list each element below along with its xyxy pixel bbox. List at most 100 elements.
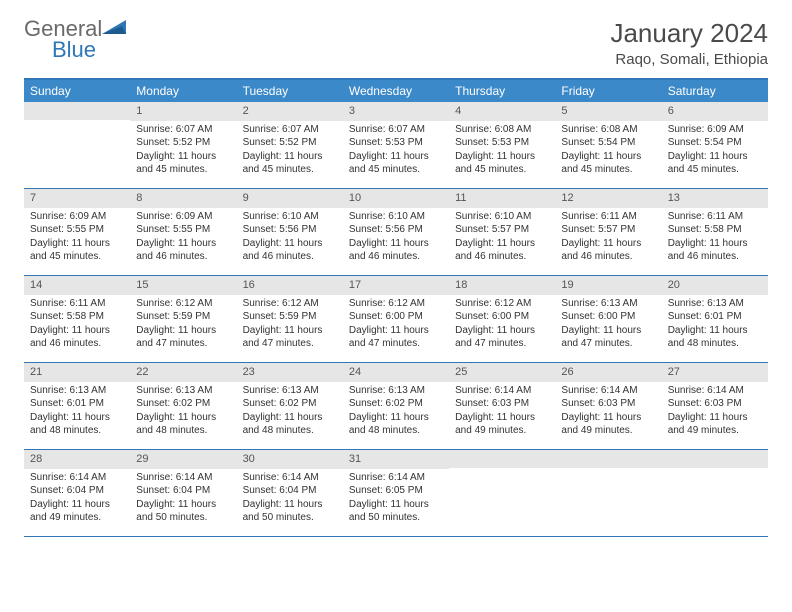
sunrise-text: Sunrise: 6:09 AM: [30, 210, 124, 224]
daylight-line1: Daylight: 11 hours: [668, 324, 762, 338]
day-cell: 28Sunrise: 6:14 AMSunset: 6:04 PMDayligh…: [24, 450, 130, 536]
day-content: Sunrise: 6:10 AMSunset: 5:56 PMDaylight:…: [343, 208, 449, 270]
day-number: 4: [449, 102, 555, 121]
sunrise-text: Sunrise: 6:11 AM: [30, 297, 124, 311]
sunset-text: Sunset: 5:58 PM: [30, 310, 124, 324]
daylight-line2: and 45 minutes.: [668, 163, 762, 177]
weekday-header: Monday: [130, 80, 236, 102]
sunset-text: Sunset: 6:00 PM: [561, 310, 655, 324]
day-cell: 21Sunrise: 6:13 AMSunset: 6:01 PMDayligh…: [24, 363, 130, 449]
sunrise-text: Sunrise: 6:13 AM: [349, 384, 443, 398]
day-cell: 3Sunrise: 6:07 AMSunset: 5:53 PMDaylight…: [343, 102, 449, 188]
daylight-line2: and 45 minutes.: [455, 163, 549, 177]
day-cell: 25Sunrise: 6:14 AMSunset: 6:03 PMDayligh…: [449, 363, 555, 449]
sunset-text: Sunset: 5:54 PM: [668, 136, 762, 150]
sunrise-text: Sunrise: 6:13 AM: [668, 297, 762, 311]
daylight-line1: Daylight: 11 hours: [561, 237, 655, 251]
day-cell: 9Sunrise: 6:10 AMSunset: 5:56 PMDaylight…: [237, 189, 343, 275]
sunrise-text: Sunrise: 6:12 AM: [243, 297, 337, 311]
sunset-text: Sunset: 6:04 PM: [30, 484, 124, 498]
daylight-line1: Daylight: 11 hours: [136, 237, 230, 251]
day-content: Sunrise: 6:14 AMSunset: 6:04 PMDaylight:…: [237, 469, 343, 531]
daylight-line2: and 47 minutes.: [561, 337, 655, 351]
day-cell: 17Sunrise: 6:12 AMSunset: 6:00 PMDayligh…: [343, 276, 449, 362]
location-text: Raqo, Somali, Ethiopia: [610, 51, 768, 68]
day-cell: 31Sunrise: 6:14 AMSunset: 6:05 PMDayligh…: [343, 450, 449, 536]
daylight-line2: and 49 minutes.: [30, 511, 124, 525]
daylight-line2: and 48 minutes.: [349, 424, 443, 438]
day-cell: 29Sunrise: 6:14 AMSunset: 6:04 PMDayligh…: [130, 450, 236, 536]
day-content: Sunrise: 6:13 AMSunset: 6:01 PMDaylight:…: [24, 382, 130, 444]
daylight-line1: Daylight: 11 hours: [243, 324, 337, 338]
day-cell: 2Sunrise: 6:07 AMSunset: 5:52 PMDaylight…: [237, 102, 343, 188]
day-content: Sunrise: 6:10 AMSunset: 5:57 PMDaylight:…: [449, 208, 555, 270]
day-number: 14: [24, 276, 130, 295]
daylight-line1: Daylight: 11 hours: [243, 411, 337, 425]
day-number: 12: [555, 189, 661, 208]
daylight-line2: and 47 minutes.: [455, 337, 549, 351]
sunrise-text: Sunrise: 6:12 AM: [349, 297, 443, 311]
sunrise-text: Sunrise: 6:09 AM: [668, 123, 762, 137]
sunset-text: Sunset: 5:59 PM: [136, 310, 230, 324]
day-content: Sunrise: 6:07 AMSunset: 5:53 PMDaylight:…: [343, 121, 449, 183]
weeks-container: 1 Sunrise: 6:07 AMSunset: 5:52 PM Daylight…: [24, 102, 768, 537]
day-number: 6: [662, 102, 768, 121]
sunrise-text: Sunrise: 6:07 AM: [136, 123, 230, 137]
sunrise-text: Sunrise: 6:14 AM: [668, 384, 762, 398]
sunset-text: Sunset: 5:53 PM: [349, 136, 443, 150]
sunrise-text: Sunrise: 6:13 AM: [136, 384, 230, 398]
daylight-line1: Daylight: 11 hours: [561, 324, 655, 338]
day-cell: 11Sunrise: 6:10 AMSunset: 5:57 PMDayligh…: [449, 189, 555, 275]
daylight-line1: Daylight: 11 hours: [668, 150, 762, 164]
daylight-line2: and 46 minutes.: [243, 250, 337, 264]
sunrise-text: Sunrise: 6:10 AM: [349, 210, 443, 224]
day-cell: 13Sunrise: 6:11 AMSunset: 5:58 PMDayligh…: [662, 189, 768, 275]
sunset-text: Sunset: 6:02 PM: [136, 397, 230, 411]
daylight-line1: Daylight: 11 hours: [30, 498, 124, 512]
logo-triangle-icon: [102, 18, 128, 41]
sunset-text: Sunset: 6:02 PM: [243, 397, 337, 411]
day-cell: 15Sunrise: 6:12 AMSunset: 5:59 PMDayligh…: [130, 276, 236, 362]
day-content: Sunrise: 6:13 AMSunset: 6:01 PMDaylight:…: [662, 295, 768, 357]
sunset-text: Sunset: 5:54 PM: [561, 136, 655, 150]
day-cell: 23Sunrise: 6:13 AMSunset: 6:02 PMDayligh…: [237, 363, 343, 449]
day-content: Sunrise: 6:09 AMSunset: 5:55 PMDaylight:…: [130, 208, 236, 270]
weekday-header: Wednesday: [343, 80, 449, 102]
day-number: 23: [237, 363, 343, 382]
sunset-text: Sunset: 6:05 PM: [349, 484, 443, 498]
day-number: 1: [130, 102, 236, 121]
daylight-line2: and 49 minutes.: [668, 424, 762, 438]
sunset-text: Sunset: 5:57 PM: [455, 223, 549, 237]
day-number: 19: [555, 276, 661, 295]
sunset-text: Sunset: 5:55 PM: [136, 223, 230, 237]
sunrise-text: Sunrise: 6:10 AM: [455, 210, 549, 224]
sunset-text: Sunset: 5:58 PM: [668, 223, 762, 237]
daylight-line2: and 46 minutes.: [136, 250, 230, 264]
sunset-text: Sunset: 6:02 PM: [349, 397, 443, 411]
daylight-line2: and 50 minutes.: [349, 511, 443, 525]
day-number: 8: [130, 189, 236, 208]
logo-word-blue: Blue: [52, 39, 128, 61]
sunset-text: Sunset: 6:00 PM: [349, 310, 443, 324]
day-content: Sunrise: 6:11 AMSunset: 5:58 PMDaylight:…: [662, 208, 768, 270]
daylight-line2: and 46 minutes.: [455, 250, 549, 264]
day-number: 9: [237, 189, 343, 208]
day-number: 13: [662, 189, 768, 208]
day-cell: 18Sunrise: 6:12 AMSunset: 6:00 PMDayligh…: [449, 276, 555, 362]
day-cell: 20Sunrise: 6:13 AMSunset: 6:01 PMDayligh…: [662, 276, 768, 362]
daylight-line2: and 45 minutes.: [136, 163, 230, 177]
sunrise-text: Sunrise: 6:12 AM: [455, 297, 549, 311]
sunset-text: Sunset: 5:52 PM: [136, 136, 230, 150]
sunset-text: Sunset: 5:56 PM: [243, 223, 337, 237]
day-cell: 19 Sunrise: 6:13 AMSunset: 6:00 PMDayligh…: [555, 276, 661, 362]
sunset-text: Sunset: 6:03 PM: [455, 397, 549, 411]
day-content: Sunrise: 6:11 AMSunset: 5:58 PMDaylight:…: [24, 295, 130, 357]
daylight-line1: Daylight: 11 hours: [455, 324, 549, 338]
day-content: Sunrise: 6:13 AMSunset: 6:02 PMDaylight:…: [343, 382, 449, 444]
day-cell: 8Sunrise: 6:09 AMSunset: 5:55 PMDaylight…: [130, 189, 236, 275]
week-row: 7Sunrise: 6:09 AMSunset: 5:55 PMDaylight…: [24, 189, 768, 276]
daylight-line1: Daylight: 11 hours: [349, 411, 443, 425]
sunrise-text: Sunrise: 6:14 AM: [136, 471, 230, 485]
sunrise-text: Sunrise: 6:13 AM: [561, 297, 655, 311]
day-number-empty: [555, 450, 661, 468]
